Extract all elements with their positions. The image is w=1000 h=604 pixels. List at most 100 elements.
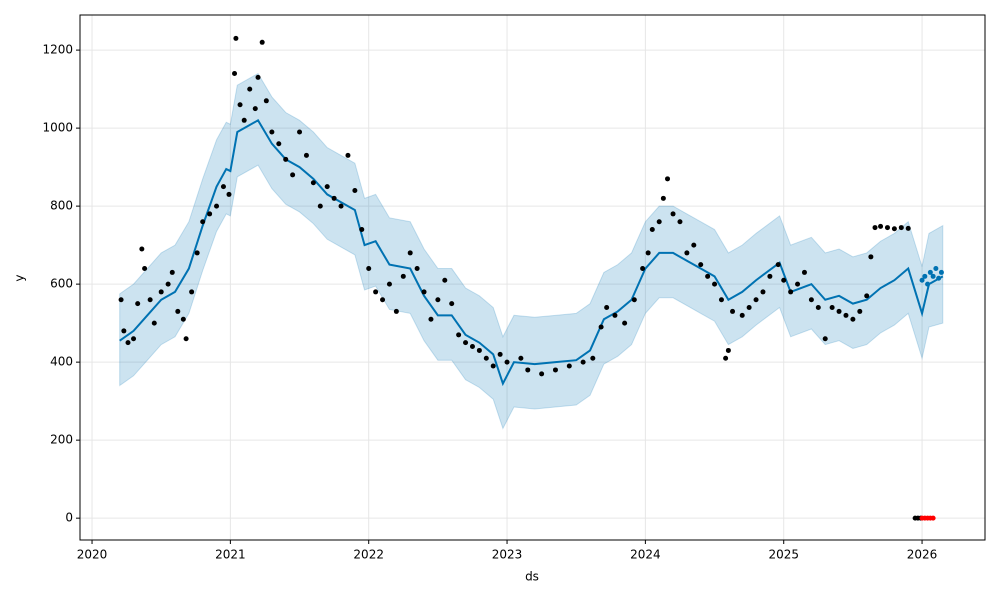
data-point	[303, 152, 309, 158]
data-point	[660, 195, 666, 201]
data-point	[255, 74, 261, 80]
data-point	[753, 297, 759, 303]
y-tick-label: 600	[50, 277, 73, 291]
data-point	[121, 328, 127, 334]
data-point	[207, 211, 213, 217]
x-tick-label: 2024	[630, 548, 661, 562]
data-point	[898, 225, 904, 231]
data-point	[767, 273, 773, 279]
data-point	[442, 277, 448, 283]
x-tick-label: 2026	[907, 548, 938, 562]
y-tick-label: 1000	[42, 121, 73, 135]
data-point	[919, 277, 925, 283]
data-point	[158, 289, 164, 295]
data-point	[612, 312, 618, 318]
data-point	[936, 275, 942, 281]
data-point	[566, 363, 572, 369]
x-tick-label: 2023	[492, 548, 523, 562]
data-point	[373, 289, 379, 295]
data-point	[649, 227, 655, 233]
data-point	[414, 266, 420, 272]
data-point	[525, 367, 531, 373]
data-point	[843, 312, 849, 318]
data-point	[930, 515, 936, 521]
data-point	[139, 246, 145, 252]
data-point	[808, 297, 814, 303]
data-point	[645, 250, 651, 256]
x-axis-label: ds	[525, 570, 539, 584]
data-point	[746, 305, 752, 311]
data-point	[169, 269, 175, 275]
data-point	[220, 184, 226, 190]
data-point	[622, 320, 628, 326]
data-point	[677, 219, 683, 225]
data-point	[407, 250, 413, 256]
uncertainty-band	[119, 72, 944, 430]
data-point	[247, 86, 253, 92]
data-point	[905, 225, 911, 231]
data-point	[878, 223, 884, 229]
data-point	[393, 308, 399, 314]
data-point	[259, 39, 265, 45]
data-point	[497, 351, 503, 357]
data-point	[165, 281, 171, 287]
data-point	[933, 266, 939, 272]
data-point	[795, 281, 801, 287]
data-point	[317, 203, 323, 209]
y-tick-label: 1200	[42, 43, 73, 57]
data-point	[469, 344, 475, 350]
data-point	[310, 180, 316, 186]
data-point	[698, 262, 704, 268]
data-point	[324, 184, 330, 190]
x-tick-label: 2022	[353, 548, 384, 562]
data-point	[857, 308, 863, 314]
data-point	[801, 269, 807, 275]
data-point	[739, 312, 745, 318]
data-point	[463, 340, 469, 346]
data-point	[135, 301, 141, 307]
data-point	[938, 269, 944, 275]
data-point	[590, 355, 596, 361]
data-point	[518, 355, 524, 361]
data-point	[226, 191, 232, 197]
data-point	[276, 141, 282, 147]
data-point	[338, 203, 344, 209]
data-point	[760, 289, 766, 295]
data-point	[922, 273, 928, 279]
data-point	[552, 367, 558, 373]
data-point	[730, 308, 736, 314]
data-point	[665, 176, 671, 182]
data-point	[850, 316, 856, 322]
data-point	[598, 324, 604, 330]
data-point	[684, 250, 690, 256]
data-point	[359, 227, 365, 233]
data-point	[925, 281, 931, 287]
data-point	[147, 297, 153, 303]
data-point	[151, 320, 157, 326]
data-point	[580, 359, 586, 365]
data-point	[927, 269, 933, 275]
data-point	[725, 347, 731, 353]
data-point	[504, 359, 510, 365]
data-point	[241, 117, 247, 123]
data-point	[490, 363, 496, 369]
y-tick-label: 200	[50, 433, 73, 447]
data-point	[712, 281, 718, 287]
data-point	[476, 347, 482, 353]
data-point	[604, 305, 610, 311]
data-point	[884, 225, 890, 231]
y-axis-label: y	[13, 274, 27, 281]
data-point	[930, 273, 936, 279]
data-point	[449, 301, 455, 307]
data-point	[656, 219, 662, 225]
data-point	[775, 262, 781, 268]
data-point	[788, 289, 794, 295]
data-point	[539, 371, 545, 377]
data-point	[631, 297, 637, 303]
y-tick-label: 800	[50, 199, 73, 213]
data-point	[297, 129, 303, 135]
data-point	[118, 297, 124, 303]
data-point	[829, 305, 835, 311]
data-point	[691, 242, 697, 248]
